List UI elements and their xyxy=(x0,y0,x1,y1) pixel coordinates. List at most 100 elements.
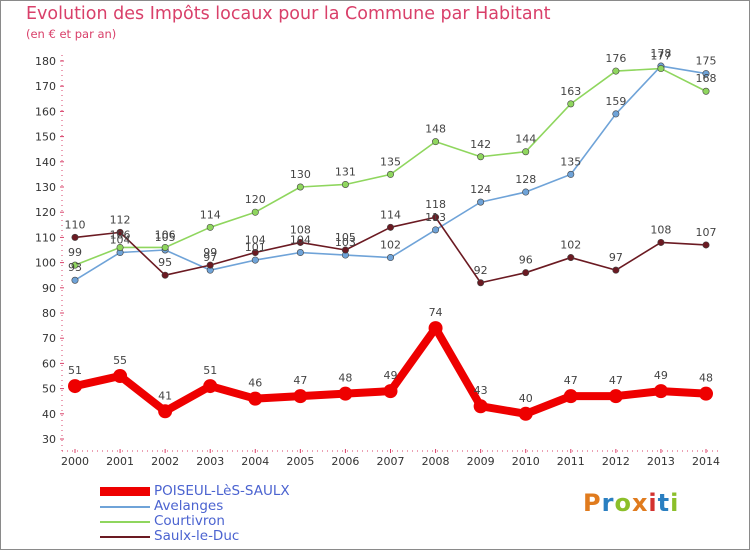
data-label: 48 xyxy=(338,372,352,385)
y-tick-label: 160 xyxy=(35,105,56,118)
x-tick-label: 2011 xyxy=(557,455,585,468)
data-label: 131 xyxy=(335,165,356,178)
data-point-main xyxy=(68,379,82,394)
data-point xyxy=(612,266,620,274)
data-label: 108 xyxy=(650,223,671,236)
x-tick-label: 2013 xyxy=(647,455,675,468)
data-label: 148 xyxy=(425,123,446,136)
data-label: 102 xyxy=(380,239,401,252)
data-label: 97 xyxy=(203,251,217,264)
legend-swatch xyxy=(100,505,150,508)
x-tick-label: 2012 xyxy=(602,455,630,468)
data-label: 144 xyxy=(515,133,536,146)
data-label: 177 xyxy=(650,50,671,63)
data-point-main xyxy=(653,384,668,399)
data-label: 176 xyxy=(605,52,626,65)
data-label: 47 xyxy=(293,374,307,387)
data-point-main xyxy=(518,406,533,421)
chart-subtitle: (en € et par an) xyxy=(26,27,117,41)
data-label: 104 xyxy=(245,234,266,247)
data-label: 135 xyxy=(380,155,401,168)
data-point xyxy=(612,110,620,118)
data-point xyxy=(251,256,259,264)
data-point xyxy=(71,233,79,241)
logo-letter: i xyxy=(670,489,680,517)
x-tick-label: 2000 xyxy=(61,455,89,468)
data-label: 128 xyxy=(515,173,536,186)
data-point-main xyxy=(563,389,578,404)
data-label: 114 xyxy=(380,208,401,221)
data-labels: 51 55 41 51 46 47 48 49 74 43 40 47 47 49 48 93 104 105 97… xyxy=(65,47,717,405)
data-label: 43 xyxy=(474,384,488,397)
y-tick-label: 40 xyxy=(42,408,56,421)
data-label: 92 xyxy=(474,264,488,277)
data-label: 163 xyxy=(560,85,581,98)
data-point xyxy=(432,213,440,221)
data-point-main xyxy=(113,369,128,383)
data-point xyxy=(477,279,485,287)
data-label: 101 xyxy=(245,241,266,254)
data-point xyxy=(522,148,530,156)
data-point xyxy=(116,243,124,251)
data-point xyxy=(702,70,710,78)
data-label: 41 xyxy=(158,389,172,402)
logo-letter: r xyxy=(601,489,615,517)
data-label: 74 xyxy=(429,306,443,319)
x-tick-label: 2001 xyxy=(106,455,134,468)
data-label: 103 xyxy=(335,236,356,249)
data-point xyxy=(71,276,79,284)
x-tick-label: 2014 xyxy=(692,455,720,468)
logo-letter: x xyxy=(631,489,649,517)
data-point xyxy=(657,238,665,246)
data-label: 97 xyxy=(609,251,623,264)
y-tick-label: 150 xyxy=(35,131,56,144)
y-tick-label: 50 xyxy=(42,383,56,396)
legend: POISEUL-LèS-SAULX Avelanges Courtivron Saul… xyxy=(100,484,290,544)
data-point-main xyxy=(338,386,353,401)
data-label: 114 xyxy=(200,208,221,221)
data-label: 93 xyxy=(68,261,82,274)
logo-letter: t xyxy=(657,489,671,517)
data-point-main xyxy=(158,404,173,419)
data-label: 178 xyxy=(650,47,671,60)
data-point xyxy=(522,188,530,196)
legend-item: Courtivron xyxy=(100,514,290,529)
data-label: 47 xyxy=(564,374,578,387)
y-tick-label: 120 xyxy=(35,206,56,219)
y-tick-label: 60 xyxy=(42,357,56,370)
data-label: 102 xyxy=(560,239,581,252)
x-tick-label: 2006 xyxy=(331,455,359,468)
data-label: 104 xyxy=(290,234,311,247)
data-point xyxy=(477,198,485,206)
data-point-main xyxy=(428,321,443,336)
logo-letter: o xyxy=(614,489,632,517)
data-label: 104 xyxy=(110,234,131,247)
data-point-main xyxy=(248,391,263,406)
axes: 30 40 50 60 70 80 90 100 110 120 130 140 150 160 170 18… xyxy=(35,55,720,468)
logo-letter: P xyxy=(583,489,602,517)
data-label: 51 xyxy=(203,364,217,377)
legend-item: Saulx-le-Duc xyxy=(100,529,290,544)
data-label: 49 xyxy=(384,369,398,382)
chart-title: Evolution des Impôts locaux pour la Comm… xyxy=(26,4,551,24)
data-point xyxy=(432,138,440,146)
data-label: 105 xyxy=(155,231,176,244)
legend-item: POISEUL-LèS-SAULX xyxy=(100,484,290,499)
y-tick-label: 30 xyxy=(42,433,56,446)
data-label: 107 xyxy=(696,226,717,239)
y-tick-label: 90 xyxy=(42,282,56,295)
data-point xyxy=(161,243,169,251)
data-label: 135 xyxy=(560,155,581,168)
data-label: 51 xyxy=(68,364,82,377)
data-point xyxy=(522,269,530,277)
data-point-main xyxy=(473,399,488,414)
y-tick-label: 130 xyxy=(35,181,56,194)
data-label: 112 xyxy=(110,213,131,226)
series-lines xyxy=(68,62,713,421)
y-tick-label: 80 xyxy=(42,307,56,320)
x-tick-label: 2009 xyxy=(467,455,495,468)
data-point xyxy=(386,170,394,178)
x-tick-label: 2002 xyxy=(151,455,179,468)
data-label: 46 xyxy=(248,377,262,390)
